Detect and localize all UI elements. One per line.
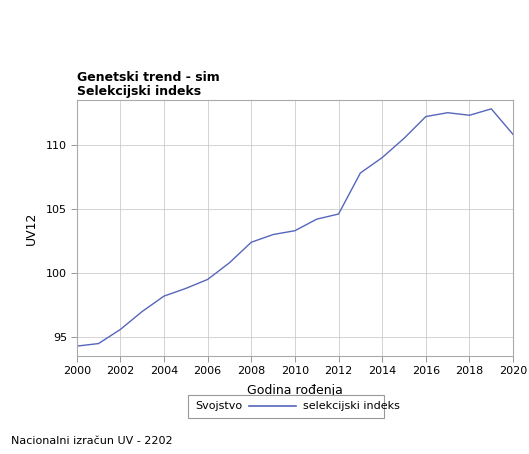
- Text: Selekcijski indeks: Selekcijski indeks: [77, 84, 201, 98]
- Y-axis label: UV12: UV12: [25, 212, 38, 245]
- Text: selekcijski indeks: selekcijski indeks: [303, 401, 399, 411]
- Text: Genetski trend - sim: Genetski trend - sim: [77, 71, 220, 84]
- Text: Svojstvo: Svojstvo: [196, 401, 243, 411]
- Text: Nacionalni izračun UV - 2202: Nacionalni izračun UV - 2202: [11, 436, 172, 446]
- X-axis label: Godina rođenja: Godina rođenja: [247, 385, 343, 397]
